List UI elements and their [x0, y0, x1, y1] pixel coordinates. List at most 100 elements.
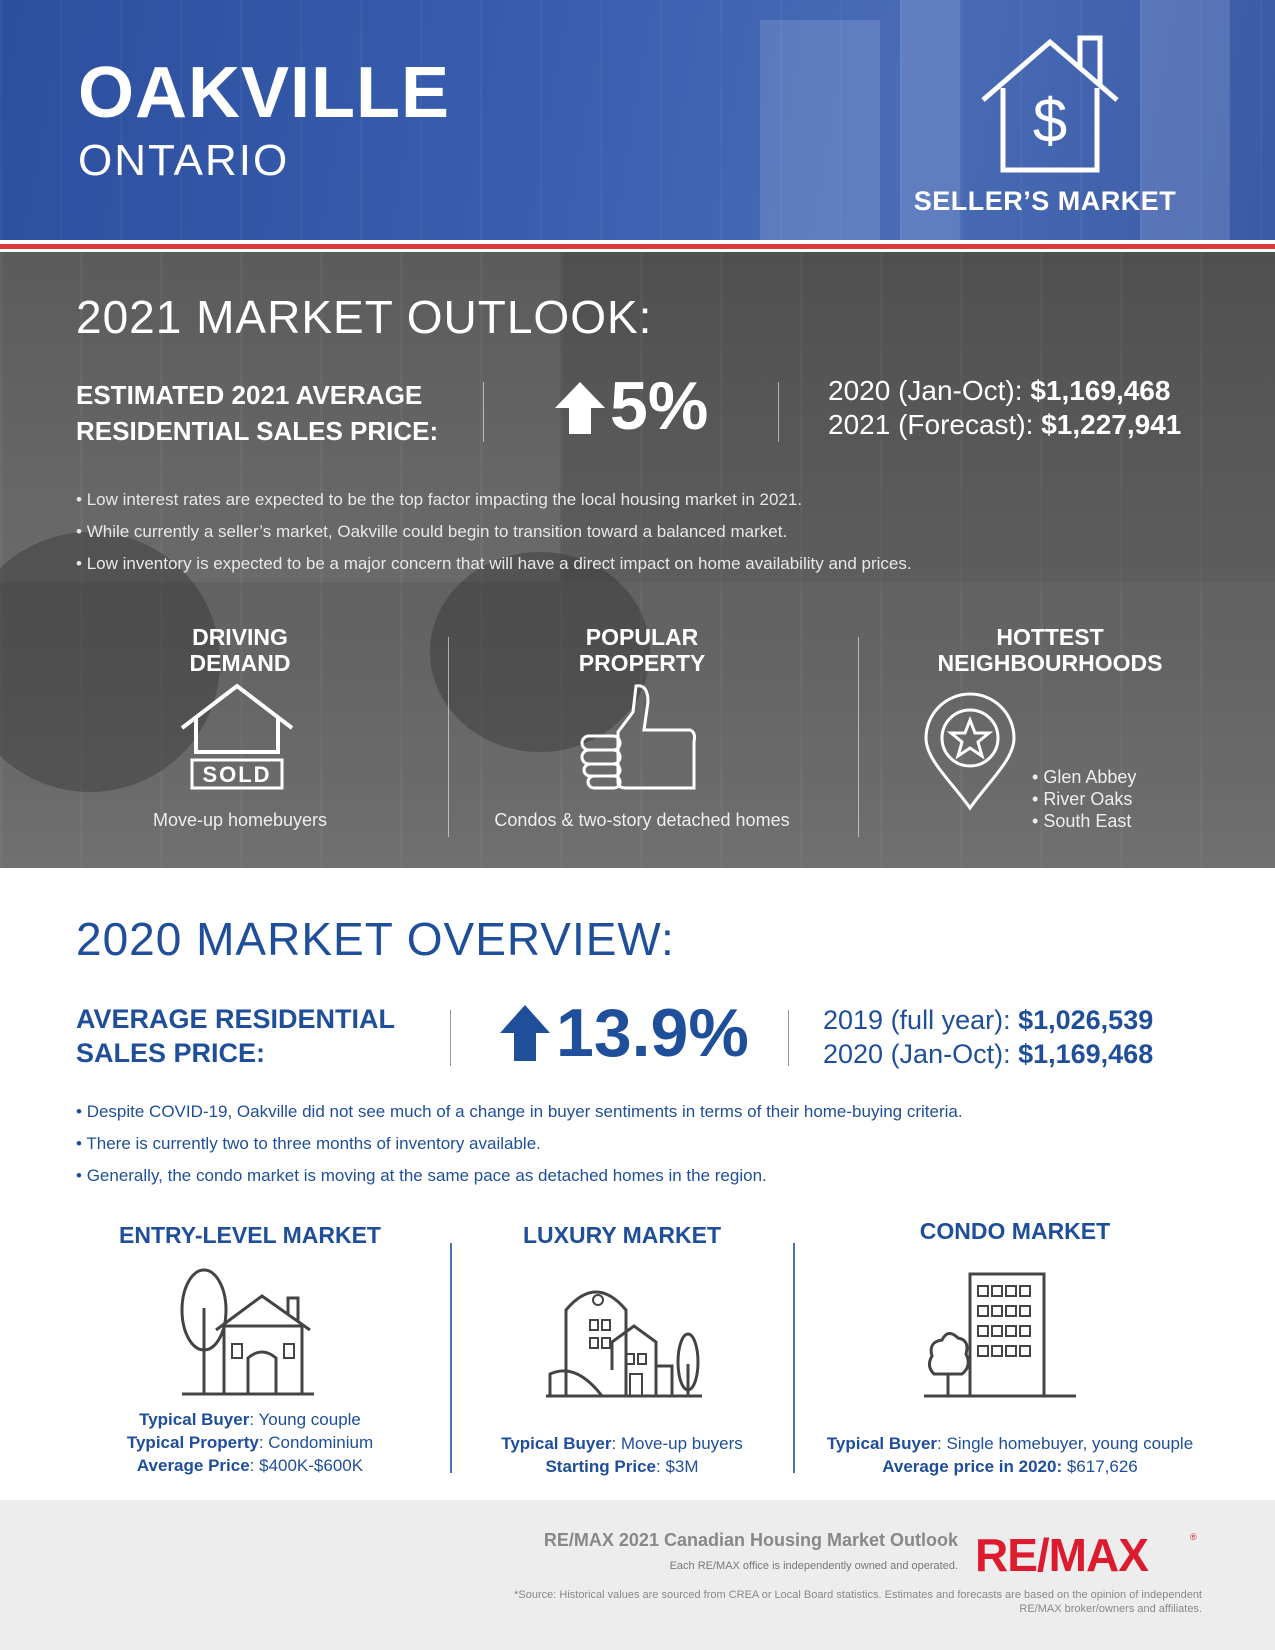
outlook-value-row: 2021 (Forecast): $1,227,941 — [828, 408, 1181, 442]
detail-value: : Move-up buyers — [611, 1434, 743, 1453]
detail-key: Typical Buyer — [139, 1410, 250, 1429]
up-arrow-icon — [555, 382, 605, 434]
driving-demand-heading: DRIVING DEMAND — [130, 624, 350, 676]
overview-change-percent: 13.9% — [556, 995, 749, 1071]
heading-line: PROPERTY — [578, 650, 706, 676]
vertical-divider — [793, 1243, 795, 1473]
overview-bullet-list: Despite COVID-19, Oakville did not see m… — [76, 1096, 963, 1192]
heading-line: POPULAR — [585, 624, 699, 650]
vertical-divider — [788, 1010, 789, 1066]
heading-line: NEIGHBOURHOODS — [937, 650, 1163, 676]
luxury-market-heading: LUXURY MARKET — [522, 1222, 722, 1248]
detail-line: Starting Price: $3M — [462, 1455, 782, 1478]
footer-source: *Source: Historical values are sourced f… — [514, 1589, 1202, 1615]
registered-mark: ® — [1190, 1532, 1197, 1542]
condo-market-heading: CONDO MARKET — [919, 1218, 1111, 1244]
entry-level-details: Typical Buyer: Young couple Typical Prop… — [90, 1408, 410, 1477]
vertical-divider — [450, 1010, 451, 1066]
footer-note: Each RE/MAX office is independently owne… — [669, 1560, 958, 1572]
heading-line: HOTTEST — [996, 624, 1104, 650]
vertical-divider — [448, 637, 449, 837]
detail-key: Typical Property — [126, 1433, 259, 1452]
detail-value: : Young couple — [249, 1410, 361, 1429]
outlook-value-row: 2020 (Jan-Oct): $1,169,468 — [828, 374, 1181, 408]
house-dollar-icon: $ — [981, 35, 1119, 173]
luxury-market-details: Typical Buyer: Move-up buyers Starting P… — [462, 1432, 782, 1478]
detail-line: Typical Buyer: Young couple — [90, 1408, 410, 1431]
detail-value: : $3M — [656, 1457, 699, 1476]
detail-value: : $400K-$600K — [249, 1456, 364, 1475]
value-amount: $1,169,468 — [1030, 375, 1171, 406]
divider-stripe — [0, 240, 1275, 244]
driving-demand-caption: Move-up homebuyers — [152, 810, 328, 830]
condo-market-details: Typical Buyer: Single homebuyer, young c… — [790, 1432, 1230, 1478]
value-label: 2020 (Jan-Oct): — [823, 1039, 1019, 1069]
detail-value: : Single homebuyer, young couple — [937, 1434, 1194, 1453]
province-subtitle: ONTARIO — [78, 136, 290, 185]
thumbs-up-icon — [580, 684, 696, 790]
value-amount: $1,169,468 — [1018, 1039, 1154, 1069]
detail-value: $617,626 — [1062, 1457, 1138, 1476]
detail-key: Average Price — [136, 1456, 250, 1475]
outlook-title: 2021 MARKET OUTLOOK: — [76, 291, 653, 343]
map-pin-star-icon — [924, 692, 1016, 811]
footer: RE/MAX 2021 Canadian Housing Market Outl… — [0, 1500, 1275, 1650]
detail-line: Average price in 2020: $617,626 — [790, 1455, 1230, 1478]
list-item: Glen Abbey — [1032, 766, 1136, 788]
popular-property-caption: Condos & two-story detached homes — [494, 810, 790, 830]
detail-key: Starting Price — [545, 1457, 656, 1476]
house-tree-icon — [180, 1268, 314, 1396]
overview-title: 2020 MARKET OVERVIEW: — [76, 913, 675, 965]
outlook-price-label: ESTIMATED 2021 AVERAGE RESIDENTIAL SALES… — [76, 380, 439, 446]
footer-title: RE/MAX 2021 Canadian Housing Market Outl… — [543, 1530, 958, 1550]
popular-property-heading: POPULAR PROPERTY — [532, 624, 752, 676]
value-amount: $1,227,941 — [1041, 409, 1182, 440]
overview-price-values: 2019 (full year): $1,026,539 2020 (Jan-O… — [823, 1003, 1153, 1071]
detail-key: Typical Buyer — [826, 1434, 938, 1453]
divider-stripe — [0, 249, 1275, 252]
sold-label: SOLD — [202, 762, 271, 787]
value-label: 2019 (full year): — [823, 1005, 1019, 1035]
outlook-bullet-list: Low interest rates are expected to be th… — [76, 484, 912, 580]
detail-value: : Condominium — [258, 1433, 374, 1452]
list-item: Generally, the condo market is moving at… — [76, 1160, 963, 1192]
background-tree — [430, 552, 650, 752]
list-item: There is currently two to three months o… — [76, 1128, 963, 1160]
list-item: Despite COVID-19, Oakville did not see m… — [76, 1096, 963, 1128]
sold-house-icon: SOLD — [180, 683, 294, 790]
detail-line: Typical Property: Condominium — [90, 1431, 410, 1454]
overview-value-row: 2019 (full year): $1,026,539 — [823, 1003, 1153, 1037]
hottest-neighbourhoods-heading: HOTTEST NEIGHBOURHOODS — [900, 624, 1200, 676]
overview-value-row: 2020 (Jan-Oct): $1,169,468 — [823, 1037, 1153, 1071]
divider-stripe-red — [0, 244, 1275, 249]
background-building — [1140, 0, 1230, 240]
vertical-divider — [450, 1243, 452, 1473]
outlook-price-values: 2020 (Jan-Oct): $1,169,468 2021 (Forecas… — [828, 374, 1181, 442]
vertical-divider — [858, 637, 859, 837]
value-amount: $1,026,539 — [1018, 1005, 1154, 1035]
overview-price-label: AVERAGE RESIDENTIAL SALES PRICE: — [76, 1004, 395, 1068]
list-item: While currently a seller’s market, Oakvi… — [76, 516, 912, 548]
vertical-divider — [778, 382, 779, 442]
luxury-house-icon — [546, 1290, 702, 1398]
list-item: Low inventory is expected to be a major … — [76, 548, 912, 580]
up-arrow-icon — [500, 1005, 550, 1061]
list-item: Low interest rates are expected to be th… — [76, 484, 912, 516]
list-item: River Oaks — [1032, 788, 1136, 810]
value-label: 2021 (Forecast): — [828, 409, 1042, 440]
detail-key: Average price in 2020: — [882, 1457, 1063, 1476]
city-title: OAKVILLE — [78, 53, 451, 133]
background-building — [760, 20, 880, 240]
value-label: 2020 (Jan-Oct): — [828, 375, 1031, 406]
condo-building-icon — [924, 1272, 1076, 1398]
entry-level-heading: ENTRY-LEVEL MARKET — [119, 1222, 381, 1248]
detail-line: Average Price: $400K-$600K — [90, 1454, 410, 1477]
header-banner: OAKVILLE ONTARIO $ SELLER’S MARKET — [0, 0, 1275, 240]
outlook-change-percent: 5% — [610, 368, 709, 444]
svg-text:$: $ — [1033, 87, 1067, 156]
market-type-label: SELLER’S MARKET — [913, 186, 1177, 216]
background-building — [900, 0, 960, 240]
detail-line: Typical Buyer: Move-up buyers — [462, 1432, 782, 1455]
heading-line: DRIVING — [192, 624, 288, 650]
detail-line: Typical Buyer: Single homebuyer, young c… — [790, 1432, 1230, 1455]
